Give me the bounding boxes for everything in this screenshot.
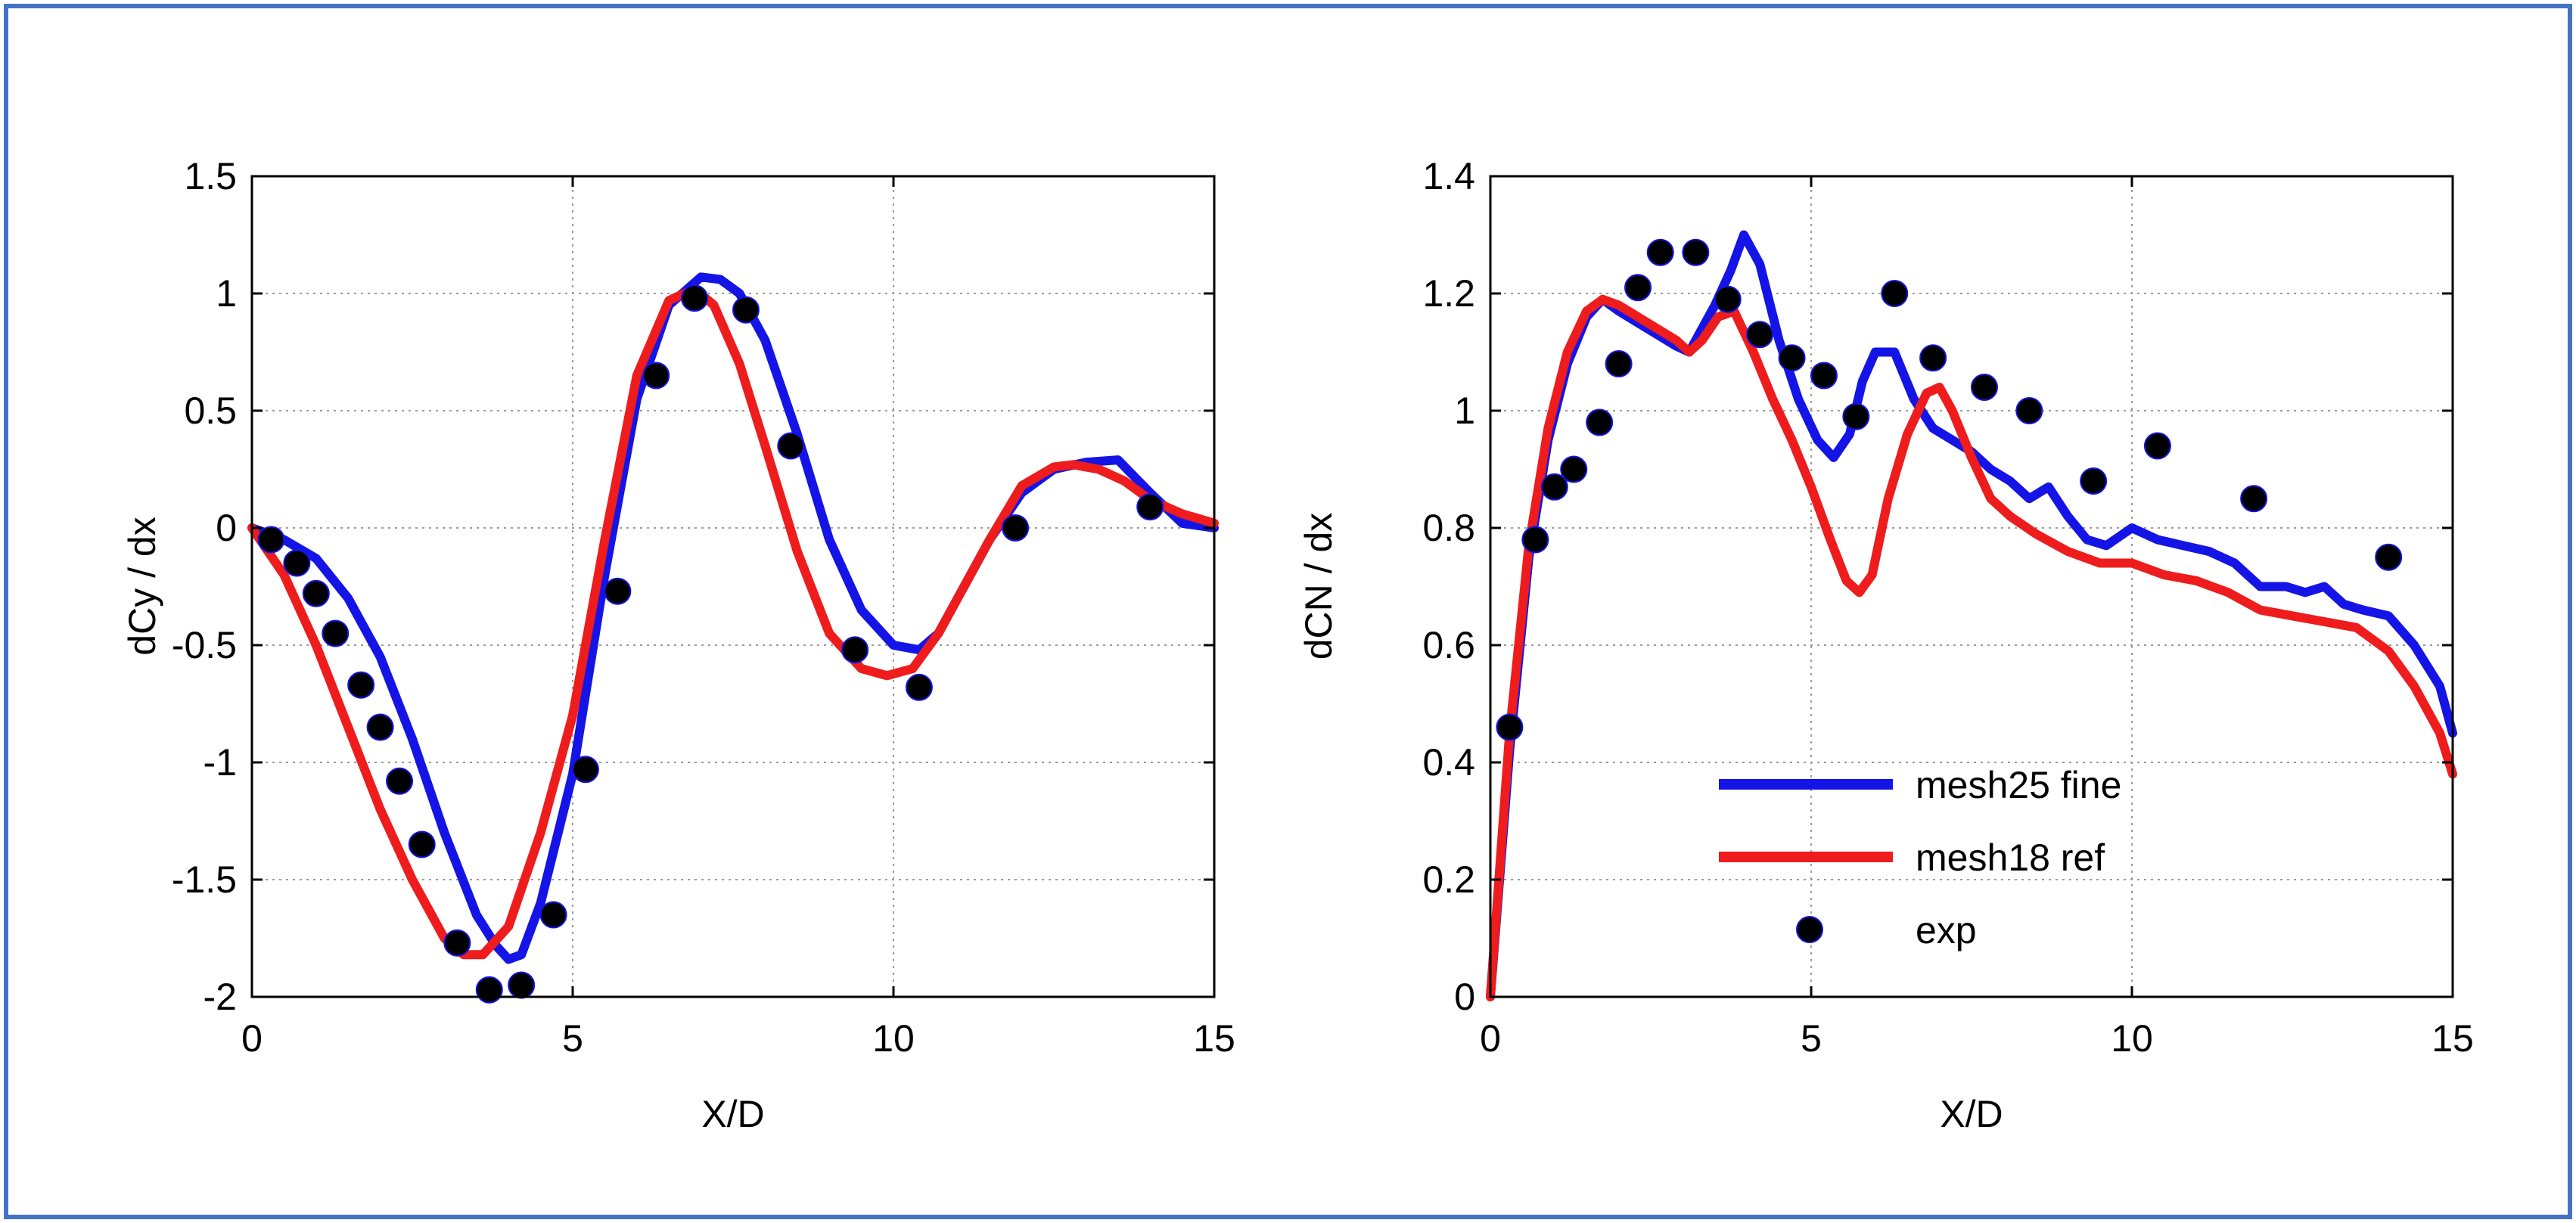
exp-point-right: [1746, 321, 1774, 349]
exp-point-right: [2143, 432, 2171, 460]
x-tick-label-right: 10: [2111, 1017, 2153, 1060]
x-tick-label-right: 15: [2432, 1017, 2474, 1060]
exp-point-left: [283, 549, 311, 577]
exp-point-right: [1540, 473, 1568, 501]
exp-point-right: [2015, 397, 2043, 424]
exp-point-right: [1521, 526, 1549, 554]
exp-point-left: [408, 830, 436, 858]
y-tick-label-right: 0.8: [1422, 507, 1475, 549]
exp-point-left: [366, 713, 394, 741]
y-tick-label-right: 0.2: [1422, 858, 1475, 901]
legend: mesh25 fine mesh18 ref exp: [1719, 764, 2121, 951]
y-tick-label-left: 1: [216, 272, 237, 315]
exp-point-right: [1605, 350, 1633, 377]
exp-point-left: [475, 976, 503, 1004]
exp-point-right: [1624, 274, 1652, 302]
exp-point-right: [1560, 455, 1588, 483]
y-tick-label-left: -1.5: [172, 858, 237, 901]
exp-point-right: [2375, 543, 2403, 571]
exp-point-left: [347, 671, 375, 699]
exp-point-left: [1002, 514, 1030, 542]
series-line-mesh18-right: [1486, 294, 2457, 1001]
exp-point-right: [1970, 374, 1998, 401]
legend-label-mesh18: mesh18 ref: [1916, 837, 2105, 879]
chart-right-grid: [1490, 176, 2453, 997]
exp-point-left: [732, 296, 760, 324]
exp-point-left: [681, 284, 709, 312]
exp-point-left: [322, 619, 350, 647]
exp-point-right: [1646, 238, 1674, 266]
exp-point-right: [1714, 285, 1742, 313]
chart-left: 0 5 10 15 -2 -1.5 -1 -0.5 0 0.5 1 1.5 X/D dCy / dx: [121, 155, 1235, 1135]
chart-right-xlabel: X/D: [1940, 1093, 2003, 1135]
chart-left-series: [247, 272, 1219, 1004]
x-tick-label-left: 10: [872, 1017, 915, 1060]
exp-point-left: [905, 673, 933, 701]
y-tick-label-right: 0.4: [1422, 741, 1475, 784]
y-tick-label-right: 1: [1454, 390, 1475, 432]
exp-point-right: [2080, 467, 2108, 495]
chart-right-series: [1486, 230, 2457, 1001]
exp-point-left: [302, 579, 330, 607]
legend-marker-exp: [1796, 916, 1823, 943]
x-tick-label-left: 0: [241, 1017, 263, 1060]
exp-point-left: [841, 636, 869, 664]
x-tick-label-left: 5: [562, 1017, 583, 1060]
chart-left-ylabel: dCy / dx: [121, 517, 163, 655]
y-tick-label-left: -2: [204, 976, 237, 1018]
exp-point-right: [1586, 408, 1614, 436]
exp-point-right: [1682, 238, 1710, 266]
exp-point-left: [257, 526, 285, 554]
y-tick-label-right: 0: [1454, 976, 1475, 1018]
exp-point-left: [777, 432, 805, 460]
y-tick-label-right: 1.2: [1422, 272, 1475, 315]
legend-label-exp: exp: [1916, 909, 1977, 951]
y-tick-label-left: 1.5: [184, 155, 237, 197]
exp-point-left: [642, 362, 670, 390]
legend-label-mesh25: mesh25 fine: [1916, 764, 2121, 806]
y-tick-label-left: -1: [204, 741, 237, 784]
exp-point-left: [386, 767, 414, 795]
chart-right-ylabel: dCN / dx: [1297, 513, 1340, 660]
exp-point-left: [1136, 493, 1164, 521]
y-tick-label-left: 0.5: [184, 390, 237, 432]
y-tick-label-left: -0.5: [172, 624, 237, 666]
exp-point-left: [508, 971, 536, 999]
exp-point-right: [1810, 362, 1838, 390]
y-tick-label-right: 1.4: [1422, 155, 1475, 197]
y-tick-label-left: 0: [216, 507, 237, 549]
exp-point-right: [1919, 344, 1947, 372]
chart-left-axes-box: [250, 175, 1216, 998]
exp-point-left: [443, 929, 471, 957]
exp-point-right: [1778, 344, 1806, 372]
chart-right-axes-box: [1489, 175, 2454, 998]
y-tick-label-right: 0.6: [1422, 624, 1475, 666]
chart-right-ticks: 0 5 10 15 0 0.2 0.4 0.6 0.8 1 1.2 1.4: [1422, 155, 2473, 1060]
x-tick-label-left: 15: [1193, 1017, 1235, 1060]
exp-point-left: [539, 901, 567, 929]
series-line-mesh18-left: [247, 284, 1219, 960]
exp-point-right: [1881, 280, 1909, 307]
chart-left-grid: [252, 176, 1214, 997]
chart-left-ticks: 0 5 10 15 -2 -1.5 -1 -0.5 0 0.5 1 1.5: [172, 155, 1235, 1060]
exp-point-right: [2240, 485, 2268, 513]
x-tick-label-right: 0: [1480, 1017, 1501, 1060]
exp-point-left: [571, 756, 599, 784]
chart-left-xlabel: X/D: [701, 1093, 764, 1135]
series-line-mesh25-left: [247, 272, 1219, 964]
exp-point-right: [1496, 713, 1524, 741]
exp-point-right: [1842, 402, 1870, 430]
series-line-mesh25-right: [1486, 230, 2457, 1001]
figure-border: [4, 4, 2572, 1219]
exp-point-left: [604, 577, 632, 605]
x-tick-label-right: 5: [1801, 1017, 1822, 1060]
